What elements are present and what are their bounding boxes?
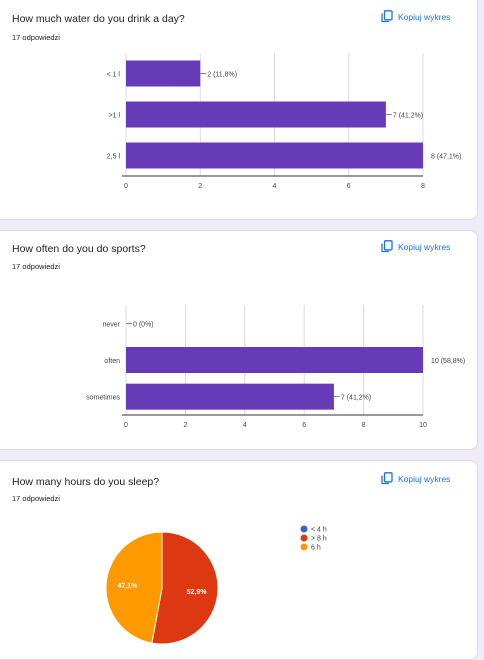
bar-data-label: 7 (41,2%)	[341, 395, 371, 402]
bar-data-label: 10 (58,8%)	[431, 358, 465, 365]
bar-chart-water: 0 2 4 6 8 < 1 l 2 (11,8%) >1 l 7 (41,2%) 2,5 l 8 (…	[107, 53, 461, 190]
x-tick-label: 8	[362, 422, 366, 429]
bar-chart-sports: 0 2 4 6 8 10 never 0 (0%) often 10 (58,8%) sometim…	[86, 305, 465, 429]
legend-label: 6 h	[311, 545, 321, 552]
question-card-sleep: How many hours do you sleep? 17 odpowied…	[0, 460, 478, 660]
bar-data-label: 8 (47,1%)	[431, 154, 461, 161]
bar	[126, 347, 423, 373]
copy-icon	[381, 472, 393, 485]
copy-chart-button[interactable]: Kopiuj wykres	[381, 10, 450, 23]
response-count: 17 odpowiedzi	[12, 494, 60, 503]
legend-label: < 4 h	[311, 527, 327, 534]
copy-chart-label: Kopiuj wykres	[398, 473, 451, 484]
x-tick-label: 6	[347, 183, 351, 190]
x-tick-label: 4	[273, 183, 277, 190]
bar	[126, 101, 386, 128]
legend-swatch	[300, 525, 308, 533]
bar	[126, 383, 334, 410]
bar-data-label: 0 (0%)	[133, 321, 154, 328]
category-label: 2,5 l	[107, 154, 121, 161]
x-tick-label: 0	[124, 183, 128, 190]
pie-slice	[151, 531, 219, 645]
question-title: How many hours do you sleep?	[12, 476, 160, 488]
copy-chart-label: Kopiuj wykres	[398, 11, 451, 22]
response-count: 17 odpowiedzi	[12, 33, 60, 42]
response-count: 17 odpowiedzi	[12, 262, 60, 271]
x-tick-label: 6	[302, 422, 306, 429]
pie-chart-sleep: 52,9% 47,1% < 4 h > 8 h 6 h	[105, 525, 327, 645]
x-tick-label: 8	[421, 183, 425, 190]
pie-slice-label: 47,1%	[117, 583, 138, 590]
x-tick-label: 10	[419, 422, 427, 429]
legend-label: > 8 h	[311, 536, 327, 543]
bar-data-label: 2 (11,8%)	[207, 72, 237, 79]
legend-swatch	[300, 543, 308, 551]
copy-icon	[381, 240, 393, 253]
category-label: never	[102, 321, 120, 328]
question-card-sports: How often do you do sports? 17 odpowiedz…	[0, 230, 478, 450]
pie-slice	[105, 531, 163, 644]
copy-chart-button[interactable]: Kopiuj wykres	[381, 240, 450, 253]
legend-swatch	[300, 534, 308, 542]
bar	[126, 142, 423, 169]
x-tick-label: 0	[124, 422, 128, 429]
x-tick-label: 4	[243, 422, 247, 429]
copy-chart-label: Kopiuj wykres	[398, 241, 451, 252]
category-label: often	[104, 358, 120, 365]
x-tick-label: 2	[183, 422, 187, 429]
bar-data-label: 7 (41,2%)	[393, 113, 423, 120]
question-title: How much water do you drink a day?	[12, 13, 185, 25]
copy-icon	[381, 10, 393, 23]
copy-chart-button[interactable]: Kopiuj wykres	[381, 472, 450, 485]
x-tick-label: 2	[198, 183, 202, 190]
question-title: How often do you do sports?	[12, 243, 146, 255]
category-label: sometimes	[86, 395, 120, 402]
question-card-water: How much water do you drink a day? 17 od…	[0, 0, 478, 220]
category-label: < 1 l	[107, 72, 121, 79]
bar	[126, 60, 201, 87]
pie-slice-label: 52,9%	[187, 589, 208, 596]
category-label: >1 l	[109, 113, 121, 120]
